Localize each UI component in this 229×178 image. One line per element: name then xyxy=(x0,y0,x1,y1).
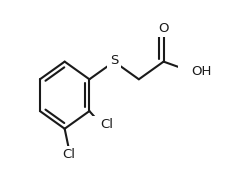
FancyBboxPatch shape xyxy=(177,63,199,80)
Text: Cl: Cl xyxy=(100,118,112,131)
FancyBboxPatch shape xyxy=(156,20,169,37)
FancyBboxPatch shape xyxy=(58,146,80,163)
Text: S: S xyxy=(109,54,118,67)
FancyBboxPatch shape xyxy=(107,52,120,69)
FancyBboxPatch shape xyxy=(87,116,109,134)
Text: Cl: Cl xyxy=(62,148,75,161)
Text: OH: OH xyxy=(190,65,210,78)
Text: O: O xyxy=(158,22,168,35)
